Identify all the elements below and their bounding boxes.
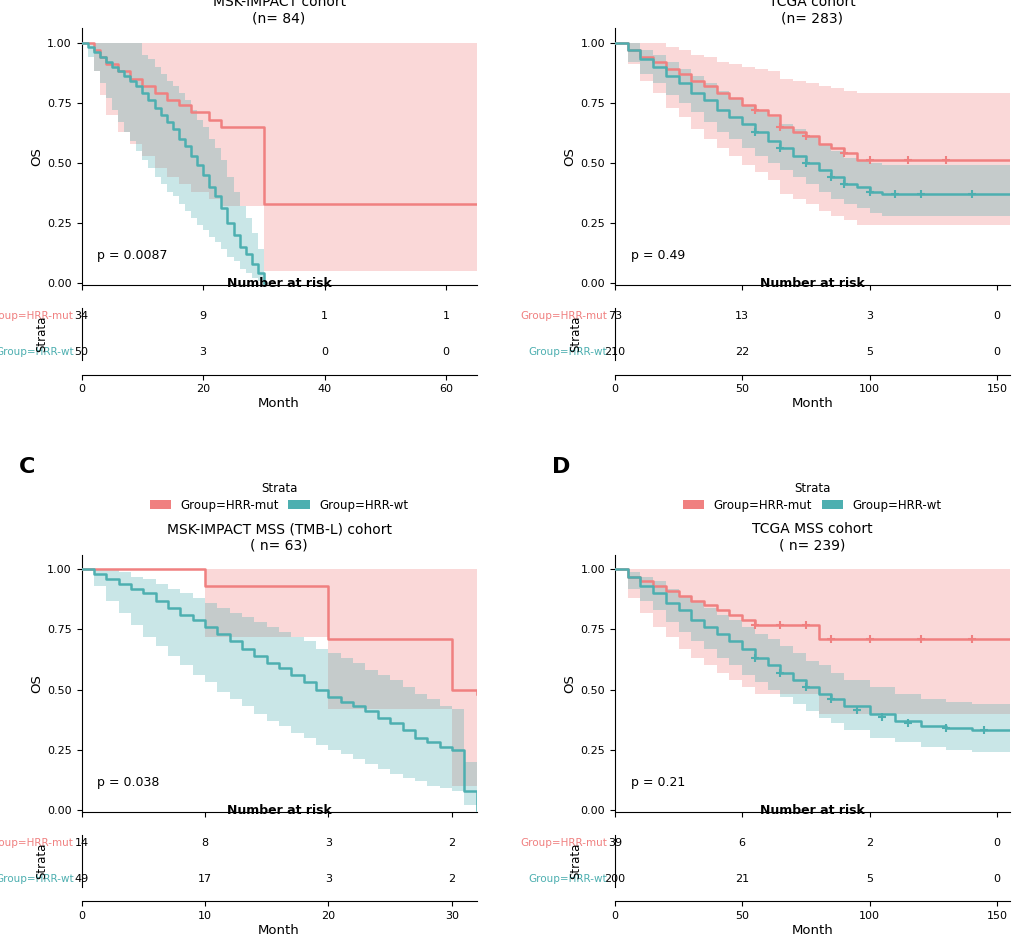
Text: p = 0.0087: p = 0.0087 [97,249,168,262]
Text: 21: 21 [735,874,749,884]
Text: Number at risk: Number at risk [226,277,331,290]
Text: 2: 2 [448,874,455,884]
Y-axis label: OS: OS [30,147,43,166]
Text: Strata: Strata [36,843,49,879]
Text: Strata: Strata [36,316,49,352]
Text: 49: 49 [74,874,89,884]
Text: Group=HRR-wt: Group=HRR-wt [528,347,606,357]
Text: Number at risk: Number at risk [759,804,864,817]
Text: Group=HRR-wt: Group=HRR-wt [0,347,73,357]
Text: 5: 5 [865,347,872,357]
X-axis label: Month: Month [258,397,300,410]
Text: 14: 14 [74,839,89,848]
Text: p = 0.21: p = 0.21 [630,776,684,789]
Y-axis label: OS: OS [30,674,43,693]
Text: 3: 3 [325,839,331,848]
Text: Strata: Strata [569,843,581,879]
X-axis label: Month: Month [791,397,833,410]
Text: Group=HRR-mut: Group=HRR-mut [0,839,73,848]
Text: 17: 17 [198,874,212,884]
Text: Group=HRR-mut: Group=HRR-mut [0,312,73,321]
Text: Number at risk: Number at risk [226,804,331,817]
Text: Strata: Strata [569,316,581,352]
Title: TCGA cohort
(n= 283): TCGA cohort (n= 283) [768,0,855,25]
Legend: Group=HRR-mut, Group=HRR-wt: Group=HRR-mut, Group=HRR-wt [679,479,945,516]
X-axis label: Month: Month [258,924,300,937]
Text: 34: 34 [74,312,89,321]
Text: 0: 0 [321,347,328,357]
Text: 8: 8 [202,839,209,848]
Title: TCGA MSS cohort
( n= 239): TCGA MSS cohort ( n= 239) [751,522,872,552]
X-axis label: Month: Month [791,924,833,937]
Title: MSK-IMPACT cohort
(n= 84): MSK-IMPACT cohort (n= 84) [212,0,345,25]
Text: 73: 73 [607,312,622,321]
Text: 0: 0 [442,347,449,357]
Text: p = 0.49: p = 0.49 [630,249,684,262]
Text: 200: 200 [603,874,625,884]
Text: Number at risk: Number at risk [759,277,864,290]
Text: Group=HRR-wt: Group=HRR-wt [528,874,606,884]
Text: p = 0.038: p = 0.038 [97,776,160,789]
Text: 6: 6 [738,839,745,848]
Y-axis label: OS: OS [562,147,576,166]
Text: 0: 0 [993,839,1000,848]
Text: 3: 3 [325,874,331,884]
Text: 0: 0 [993,874,1000,884]
Text: 0: 0 [993,347,1000,357]
Text: 5: 5 [865,874,872,884]
Y-axis label: OS: OS [562,674,576,693]
Text: Group=HRR-wt: Group=HRR-wt [0,874,73,884]
Text: Group=HRR-mut: Group=HRR-mut [520,839,606,848]
Legend: Group=HRR-mut, Group=HRR-wt: Group=HRR-mut, Group=HRR-wt [146,479,412,516]
Text: 2: 2 [448,839,455,848]
Text: 13: 13 [735,312,749,321]
Text: 210: 210 [603,347,625,357]
Text: 0: 0 [993,312,1000,321]
Text: 39: 39 [607,839,622,848]
Title: MSK-IMPACT MSS (TMB-L) cohort
( n= 63): MSK-IMPACT MSS (TMB-L) cohort ( n= 63) [166,522,391,552]
Text: 3: 3 [865,312,872,321]
Text: D: D [551,457,570,477]
Text: Group=HRR-mut: Group=HRR-mut [520,312,606,321]
Text: 9: 9 [200,312,207,321]
Text: 22: 22 [735,347,749,357]
Text: 2: 2 [865,839,872,848]
Text: 50: 50 [74,347,89,357]
Text: 1: 1 [321,312,328,321]
Text: 1: 1 [442,312,449,321]
Text: 3: 3 [200,347,207,357]
Text: C: C [18,457,35,477]
